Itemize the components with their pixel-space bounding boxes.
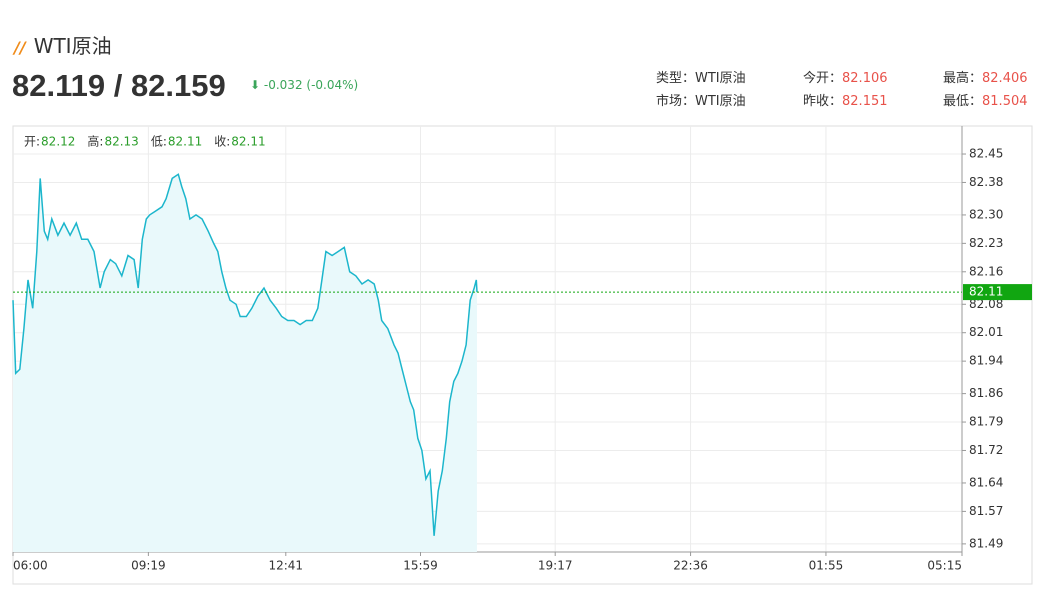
- down-arrow: ⬇: [250, 78, 261, 92]
- x-tick-label: 22:36: [673, 559, 708, 573]
- y-tick-label: 82.08: [969, 297, 1003, 311]
- ohlc-label: 低:: [151, 135, 167, 149]
- ohlc-label: 收:: [214, 135, 230, 149]
- ohlc-label: 高:: [87, 134, 103, 149]
- x-tick-label: 06:00: [13, 559, 48, 573]
- info-value: 82.151: [842, 94, 888, 109]
- y-tick-label: 82.01: [969, 325, 1003, 339]
- change-value: -0.032 (-0.04%): [263, 78, 359, 92]
- info-value: 82.106: [842, 71, 888, 86]
- info-item: 今开：82.106: [803, 70, 888, 93]
- x-tick-label: 19:17: [538, 559, 573, 573]
- info-label: 昨收：: [803, 94, 843, 109]
- x-tick-label: 01:55: [809, 559, 844, 573]
- y-tick-label: 81.57: [969, 504, 1003, 518]
- x-tick-label: 15:59: [403, 559, 438, 573]
- y-tick-label: 81.79: [969, 415, 1003, 429]
- info-item: 最低：81.504: [943, 93, 1028, 116]
- info-label: 市场：: [656, 94, 696, 109]
- info-value: 81.504: [982, 94, 1028, 109]
- y-tick-label: 81.64: [969, 475, 1003, 489]
- info-value: WTI原油: [695, 94, 746, 109]
- info-label: 最低：: [943, 94, 983, 109]
- y-tick-label: 82.16: [969, 264, 1003, 278]
- info-label: 类型：: [656, 71, 696, 86]
- info-label: 最高：: [943, 71, 983, 86]
- y-tick-label: 82.23: [969, 236, 1003, 250]
- info-item: 类型：WTI原油: [656, 70, 746, 93]
- y-tick-label: 82.30: [969, 207, 1003, 221]
- title-row: // WTI原油: [14, 30, 112, 59]
- x-tick-label: 05:15: [927, 559, 962, 573]
- ohlc-value: 82.11: [231, 135, 265, 149]
- y-tick-label: 81.49: [969, 536, 1003, 550]
- info-item: 昨收：82.151: [803, 93, 888, 116]
- price: 82.119 / 82.159: [12, 68, 226, 103]
- x-tick-label: 09:19: [131, 559, 166, 573]
- info-value: 82.406: [982, 71, 1028, 86]
- ohlc-value: 82.11: [168, 135, 202, 149]
- ohlc-value: 82.13: [104, 135, 138, 149]
- y-tick-label: 82.38: [969, 175, 1003, 189]
- x-tick-label: 12:41: [268, 559, 303, 573]
- info-column: 今开：82.106 昨收：82.151: [803, 70, 888, 116]
- info-value: WTI原油: [695, 71, 746, 86]
- ohlc-value: 82.12: [41, 135, 75, 149]
- info-item: 市场：WTI原油: [656, 93, 746, 116]
- y-tick-label: 81.86: [969, 386, 1003, 400]
- info-column: 类型：WTI原油 市场：WTI原油: [656, 70, 746, 116]
- change: ⬇ -0.032 (-0.04%): [250, 78, 358, 92]
- y-tick-label: 82.45: [969, 147, 1003, 161]
- ohlc-label: 开:: [24, 135, 40, 149]
- y-tick-label: 81.72: [969, 443, 1003, 457]
- info-label: 今开：: [803, 71, 843, 86]
- last-price-label: 82.11: [969, 285, 1003, 299]
- icon: //: [14, 38, 26, 57]
- y-tick-label: 81.94: [969, 354, 1003, 368]
- info-item: 最高：82.406: [943, 70, 1028, 93]
- title: WTI原油: [33, 34, 112, 58]
- area: [13, 174, 477, 553]
- last-price-badge: [963, 284, 1032, 301]
- info-column: 最高：82.406 最低：81.504: [943, 70, 1028, 116]
- price-line: [12, 173, 478, 536]
